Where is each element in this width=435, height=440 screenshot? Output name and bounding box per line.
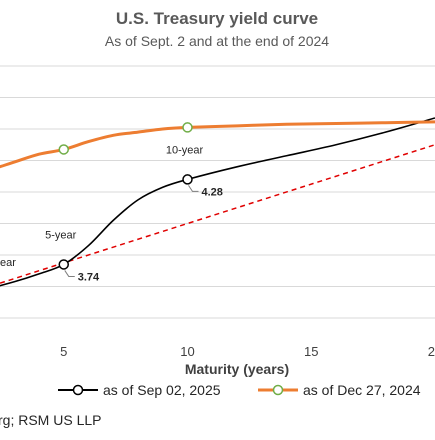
legend-marker-1 <box>272 384 284 396</box>
x-axis-ticks: 5 10 15 20 <box>60 344 435 359</box>
series-marker-1 <box>182 122 193 133</box>
legend: as of Sep 02, 2025 as of Dec 27, 2024 <box>58 382 421 398</box>
annotation-value: 4.28 <box>202 186 223 198</box>
legend-marker-0 <box>72 384 84 396</box>
grid-lines <box>0 65 435 319</box>
x-tick-label: 10 <box>180 344 194 359</box>
series-marker-1 <box>58 144 69 155</box>
x-tick-label: 15 <box>304 344 318 359</box>
series-line-0 <box>0 117 435 287</box>
series-markers <box>58 122 193 270</box>
chart-subtitle: As of Sept. 2 and at the end of 2024 <box>105 33 329 49</box>
annotation-leader <box>64 270 75 277</box>
annotation-value: 3.74 <box>78 271 100 283</box>
annotation-leader <box>188 185 199 192</box>
annotation-label: 10-year <box>166 144 204 156</box>
annotation-label: 5-year <box>45 229 77 241</box>
x-axis-label: Maturity (years) <box>185 361 289 377</box>
series-marker-0 <box>182 174 193 185</box>
x-tick-label: 5 <box>60 344 67 359</box>
legend-entry-1: as of Dec 27, 2024 <box>303 382 421 398</box>
source-note: rg; RSM US LLP <box>0 412 101 428</box>
series-line-1 <box>0 120 435 169</box>
x-tick-label: 20 <box>428 344 435 359</box>
series-lines <box>0 117 435 287</box>
legend-entry-0: as of Sep 02, 2025 <box>103 382 221 398</box>
annotations: 10-year 4.28 5-year 3.74 ear <box>0 144 223 283</box>
annotation-label: ear <box>0 257 16 269</box>
chart-title: U.S. Treasury yield curve <box>116 9 318 28</box>
series-line-2 <box>0 144 435 284</box>
series-marker-0 <box>58 259 69 270</box>
